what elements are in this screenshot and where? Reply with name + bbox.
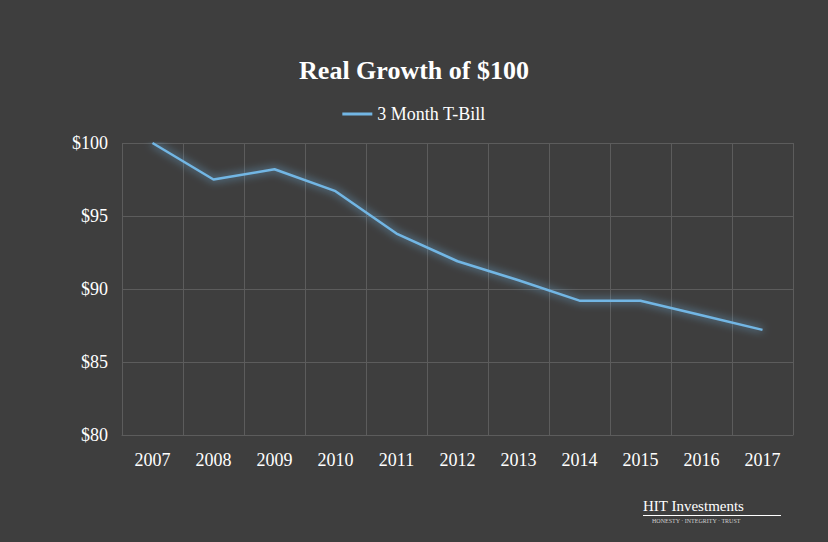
svg-text:2013: 2013 (501, 450, 537, 470)
svg-text:$90: $90 (81, 279, 108, 299)
svg-text:2011: 2011 (379, 450, 414, 470)
svg-text:2010: 2010 (318, 450, 354, 470)
svg-text:2014: 2014 (562, 450, 598, 470)
svg-text:2009: 2009 (257, 450, 293, 470)
svg-text:$80: $80 (81, 425, 108, 445)
svg-text:2008: 2008 (196, 450, 232, 470)
svg-text:$85: $85 (81, 352, 108, 372)
svg-text:2012: 2012 (440, 450, 476, 470)
svg-text:HIT Investments: HIT Investments (643, 498, 744, 514)
svg-text:$95: $95 (81, 206, 108, 226)
svg-text:$100: $100 (72, 133, 108, 153)
svg-text:Real Growth of $100: Real Growth of $100 (299, 56, 529, 85)
svg-text:2015: 2015 (623, 450, 659, 470)
svg-text:3 Month T-Bill: 3 Month T-Bill (377, 104, 485, 124)
svg-text:2016: 2016 (684, 450, 720, 470)
svg-text:2007: 2007 (135, 450, 171, 470)
svg-text:2017: 2017 (745, 450, 781, 470)
svg-text:HONESTY · INTEGRITY · TRUST: HONESTY · INTEGRITY · TRUST (652, 518, 741, 524)
